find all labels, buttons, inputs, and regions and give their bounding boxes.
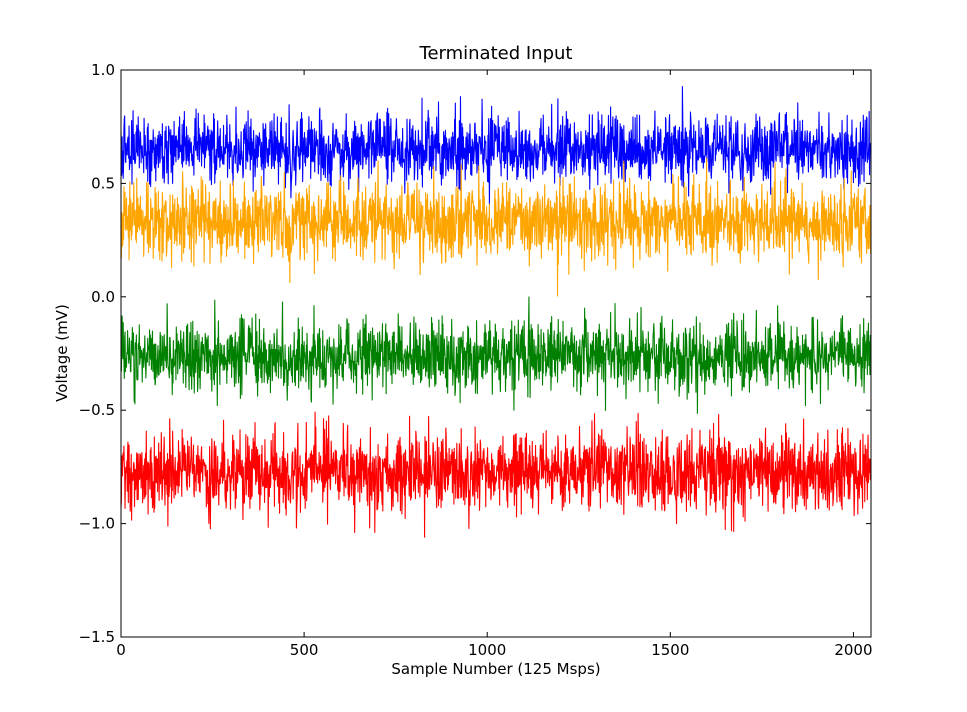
series-line-4	[120, 411, 872, 538]
x-tick-label: 1500	[651, 641, 689, 659]
plot-frame	[120, 69, 872, 638]
chart-title: Terminated Input	[419, 43, 573, 64]
x-tick-label: 1000	[468, 641, 506, 659]
y-tick-label: −1.0	[79, 515, 115, 533]
x-tick-label: 0	[116, 641, 126, 659]
x-axis-label: Sample Number (125 Msps)	[391, 660, 600, 678]
y-axis-label: Voltage (mV)	[53, 304, 71, 402]
series-line-3	[120, 296, 872, 414]
y-tick-label: −0.5	[79, 401, 115, 419]
y-tick-label: 0.0	[91, 288, 115, 306]
series-group	[120, 86, 872, 538]
x-tick-label: 500	[290, 641, 319, 659]
series-line-2	[120, 157, 872, 297]
y-tick-label: −1.5	[79, 628, 115, 646]
y-tick-label: 0.5	[91, 174, 115, 192]
ticks-group: 0 500 1000 1500 2000 −1.5 −1.0 −0.5 0.0 0.5 1.0	[79, 61, 873, 659]
x-tick-label: 2000	[834, 641, 872, 659]
y-tick-label: 1.0	[91, 61, 115, 79]
series-line-1	[120, 86, 872, 206]
